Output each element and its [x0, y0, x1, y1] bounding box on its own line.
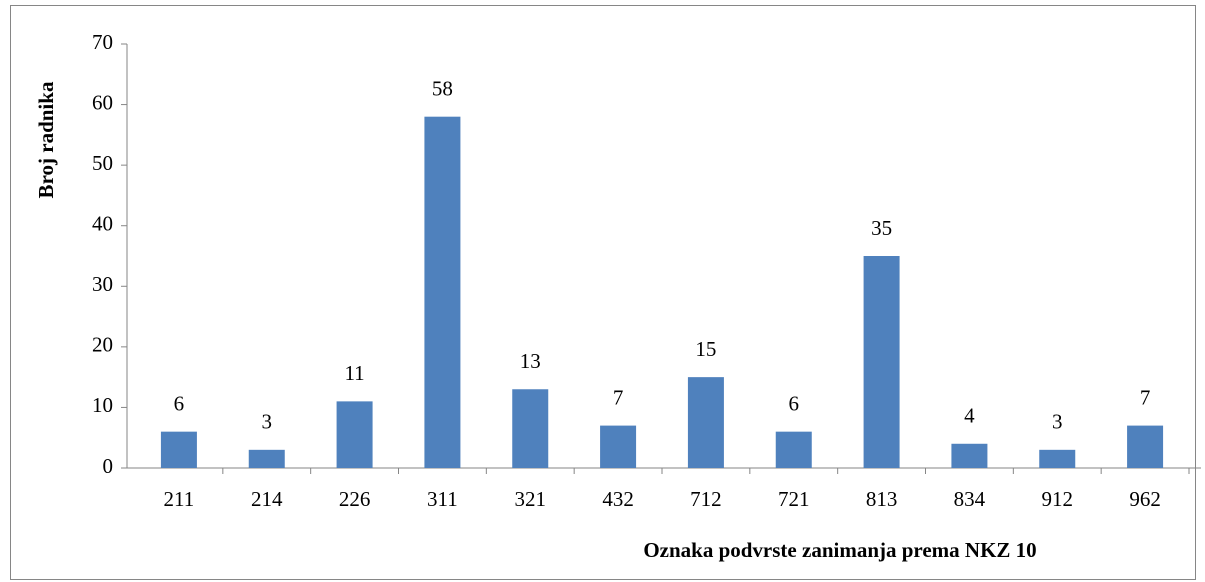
- x-tick-label: 432: [602, 487, 634, 511]
- data-label: 3: [262, 410, 273, 434]
- data-label: 3: [1052, 410, 1063, 434]
- x-tick-label: 813: [866, 487, 898, 511]
- y-tick-label: 0: [103, 454, 114, 478]
- bar: [336, 401, 373, 468]
- bar: [512, 389, 549, 468]
- x-tick-label: 214: [251, 487, 283, 511]
- bar: [1127, 425, 1164, 468]
- y-tick-label: 70: [92, 30, 113, 54]
- data-label: 13: [520, 349, 541, 373]
- chart-border: [10, 5, 1196, 580]
- x-tick-label: 321: [515, 487, 547, 511]
- bar: [775, 431, 812, 468]
- x-tick-label: 834: [954, 487, 986, 511]
- x-tick-label: 311: [427, 487, 458, 511]
- data-label: 15: [695, 337, 716, 361]
- y-tick-label: 60: [92, 90, 113, 114]
- x-tick-label: 721: [778, 487, 810, 511]
- y-axis-title: Broj radnika: [34, 81, 58, 198]
- x-tick-label: 962: [1129, 487, 1161, 511]
- bar: [160, 431, 197, 468]
- y-tick-label: 30: [92, 272, 113, 296]
- x-tick-label: 211: [164, 487, 195, 511]
- x-tick-label: 712: [690, 487, 722, 511]
- y-tick-label: 40: [92, 212, 113, 236]
- data-label: 7: [613, 385, 624, 409]
- x-axis-title: Oznaka podvrste zanimanja prema NKZ 10: [643, 538, 1036, 562]
- bar: [951, 443, 988, 468]
- y-tick-label: 10: [92, 393, 113, 417]
- data-label: 7: [1140, 385, 1151, 409]
- bar: [424, 116, 461, 468]
- data-label: 4: [964, 404, 975, 428]
- data-label: 58: [432, 76, 453, 100]
- bar: [863, 256, 900, 468]
- bar: [1039, 449, 1076, 468]
- bar: [248, 449, 285, 468]
- data-label: 6: [174, 391, 185, 415]
- x-tick-label: 226: [339, 487, 371, 511]
- data-label: 11: [344, 361, 364, 385]
- bar: [600, 425, 637, 468]
- y-tick-label: 20: [92, 333, 113, 357]
- y-tick-label: 50: [92, 151, 113, 175]
- data-label: 6: [789, 391, 800, 415]
- bar: [687, 377, 724, 468]
- data-label: 35: [871, 216, 892, 240]
- x-tick-label: 912: [1042, 487, 1074, 511]
